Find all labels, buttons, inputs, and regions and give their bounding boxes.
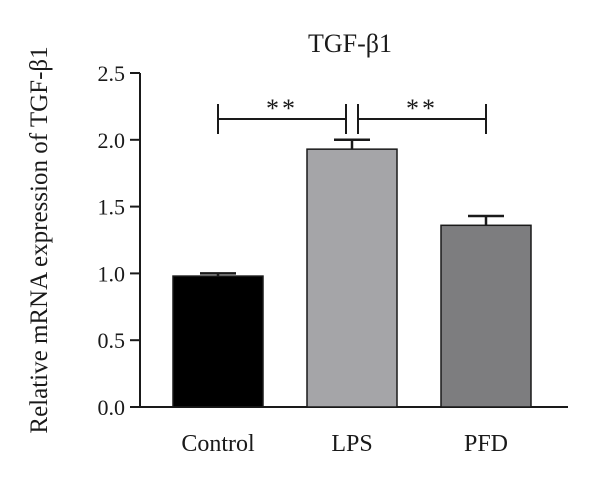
y-axis-label: Relative mRNA expression of TGF-β1 — [26, 46, 53, 433]
bar-control — [172, 275, 264, 408]
y-tick-label: 1.5 — [98, 195, 126, 220]
significance-group: ** ** — [217, 94, 487, 134]
bar-lps — [306, 148, 398, 408]
significance-label: ** — [406, 94, 438, 123]
x-category-label: Control — [181, 431, 255, 457]
significance-label: ** — [266, 94, 298, 123]
y-tick-label: 0.5 — [98, 328, 126, 353]
y-ticks-group: 0.0 0.5 1.0 1.5 2.0 2.5 — [98, 61, 140, 420]
significance-bracket: ** — [217, 94, 347, 134]
error-bar-pfd — [468, 214, 504, 226]
y-tick-label: 2.0 — [98, 128, 126, 153]
error-bars-group — [200, 138, 504, 277]
x-category-label: LPS — [331, 431, 372, 457]
error-bar-lps — [334, 138, 370, 150]
bars-group — [172, 148, 532, 408]
y-tick-label: 0.0 — [98, 395, 126, 420]
chart-title: TGF-β1 — [308, 29, 392, 58]
y-tick-label: 2.5 — [98, 61, 126, 86]
y-tick-label: 1.0 — [98, 261, 126, 286]
bar-pfd — [440, 224, 532, 408]
x-categories-group: Control LPS PFD — [181, 431, 508, 457]
x-category-label: PFD — [464, 431, 508, 457]
significance-bracket: ** — [357, 94, 487, 134]
error-bar-control — [200, 272, 236, 277]
